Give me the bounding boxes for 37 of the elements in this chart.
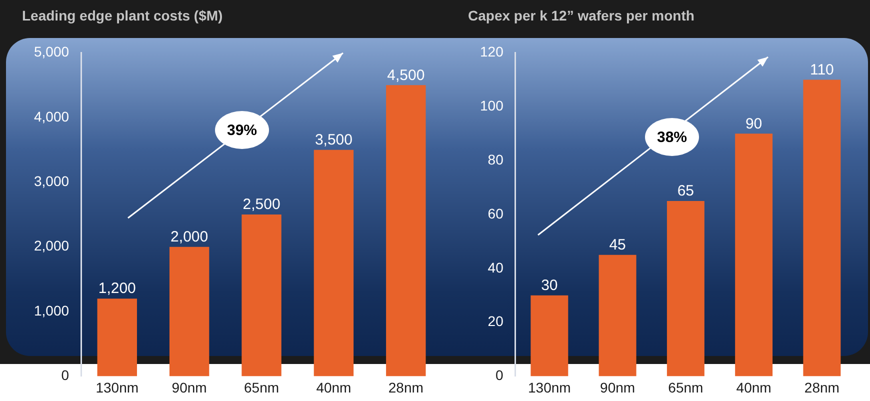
y-tick-label: 2,000 (34, 238, 70, 254)
data-label: 90 (745, 115, 762, 132)
data-label: 3,500 (314, 131, 352, 148)
x-tick-label: 130nm (96, 379, 139, 396)
data-label: 2,000 (170, 228, 208, 246)
data-label: 30 (541, 276, 558, 294)
data-label: 1,200 (98, 280, 136, 298)
x-tick-label: 28nm (388, 379, 424, 396)
data-label: 45 (609, 236, 626, 254)
x-tick-label: 90nm (172, 379, 207, 396)
y-tick-label: 100 (480, 98, 504, 114)
data-label: 2,500 (242, 196, 280, 214)
y-tick-label: 0 (496, 367, 504, 384)
y-tick-label: 0 (61, 367, 70, 384)
x-tick-label: 28nm (804, 379, 840, 396)
x-tick-label: 40nm (316, 379, 352, 396)
x-tick-label: 130nm (528, 379, 571, 396)
annotation: 38% (656, 128, 688, 146)
y-tick-label: 1,000 (34, 302, 70, 318)
data-label: 4,500 (387, 66, 425, 84)
x-tick-label: 90nm (600, 379, 636, 396)
y-tick-label: 20 (488, 313, 504, 330)
data-label: 65 (677, 182, 694, 200)
y-tick-label: 5,000 (34, 44, 70, 60)
y-tick-label: 120 (480, 44, 504, 60)
y-tick-label: 4,000 (34, 108, 70, 124)
data-label: 110 (810, 61, 834, 78)
x-tick-label: 65nm (668, 379, 704, 396)
y-tick-label: 60 (488, 205, 504, 222)
y-tick-label: 3,000 (34, 173, 70, 190)
y-tick-label: 40 (488, 259, 504, 276)
chart-title: Leading edge plant costs ($M) (22, 7, 223, 24)
x-tick-label: 40nm (736, 379, 772, 396)
annotation: 39% (226, 122, 258, 138)
x-tick-label: 65nm (244, 379, 280, 396)
chart-title: Capex per k 12” wafers per month (468, 7, 694, 24)
y-tick-label: 80 (488, 151, 504, 168)
